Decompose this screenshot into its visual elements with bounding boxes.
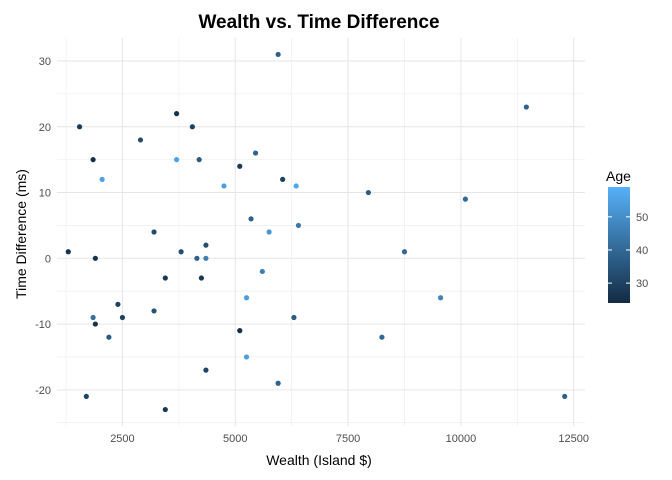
data-point: [90, 157, 96, 163]
data-point: [437, 295, 444, 301]
legend-tick-label: 30: [636, 278, 648, 290]
data-point: [280, 176, 286, 182]
data-point: [248, 216, 254, 222]
chart-title: Wealth vs. Time Difference: [198, 12, 439, 33]
data-point: [106, 334, 112, 340]
x-axis-title: Wealth (Island $): [266, 452, 372, 468]
data-point: [275, 380, 281, 386]
data-point: [173, 157, 180, 163]
data-point: [243, 354, 250, 360]
data-point: [198, 275, 205, 281]
data-point: [365, 189, 371, 196]
data-point: [92, 255, 98, 261]
data-point: [379, 334, 385, 340]
data-point: [237, 163, 243, 169]
data-point: [76, 124, 83, 130]
legend-tick-label: 50: [636, 212, 648, 224]
data-point: [65, 249, 71, 255]
legend-colorbar: [608, 187, 630, 303]
data-point: [259, 268, 265, 275]
data-point: [462, 196, 469, 202]
y-tick-label: 30: [39, 56, 51, 68]
y-tick-label: 20: [39, 122, 51, 134]
data-point: [83, 393, 89, 400]
data-point: [203, 367, 209, 373]
legend-tick-label: 40: [636, 245, 648, 257]
data-point: [162, 406, 168, 413]
data-point: [291, 314, 297, 321]
y-axis-ticks: -20 -10 0 10 20 30: [35, 56, 51, 397]
data-point: [562, 393, 568, 400]
data-point: [178, 249, 184, 255]
minor-gridlines: [57, 38, 585, 426]
y-axis-title: Time Difference (ms): [13, 169, 29, 299]
data-point: [275, 51, 281, 58]
data-point: [252, 150, 259, 156]
data-point: [293, 183, 299, 189]
data-point: [295, 222, 302, 229]
data-point: [119, 314, 126, 321]
data-point: [137, 137, 144, 143]
y-tick-label: -10: [35, 319, 51, 331]
data-point: [151, 229, 157, 235]
data-point: [237, 328, 243, 334]
data-point: [151, 308, 157, 314]
x-axis-ticks: 2500 5000 7500 10000 12500: [110, 433, 589, 445]
data-point: [99, 176, 105, 182]
data-point: [196, 157, 202, 163]
data-points: [65, 51, 568, 413]
x-tick-label: 2500: [110, 433, 134, 445]
data-point: [162, 275, 168, 281]
legend-ticks: 30 40 50: [608, 212, 648, 290]
data-point: [90, 314, 96, 321]
x-tick-label: 10000: [446, 433, 477, 445]
data-point: [221, 183, 227, 189]
data-point: [203, 255, 209, 261]
y-tick-label: 10: [39, 188, 51, 200]
color-legend: Age 30 40 50: [606, 168, 648, 303]
data-point: [203, 242, 209, 248]
data-point: [401, 249, 408, 255]
x-tick-label: 7500: [336, 433, 360, 445]
data-point: [523, 104, 529, 110]
y-tick-label: -20: [35, 385, 51, 397]
data-point: [189, 124, 195, 130]
x-tick-label: 12500: [558, 433, 589, 445]
legend-title: Age: [606, 168, 631, 184]
data-point: [266, 229, 272, 235]
major-gridlines: [57, 38, 585, 426]
data-point: [115, 301, 121, 307]
data-point: [243, 295, 250, 301]
data-point: [173, 111, 180, 117]
y-tick-label: 0: [45, 253, 51, 265]
data-point: [92, 321, 98, 327]
x-tick-label: 5000: [223, 433, 247, 445]
data-point: [194, 255, 200, 261]
